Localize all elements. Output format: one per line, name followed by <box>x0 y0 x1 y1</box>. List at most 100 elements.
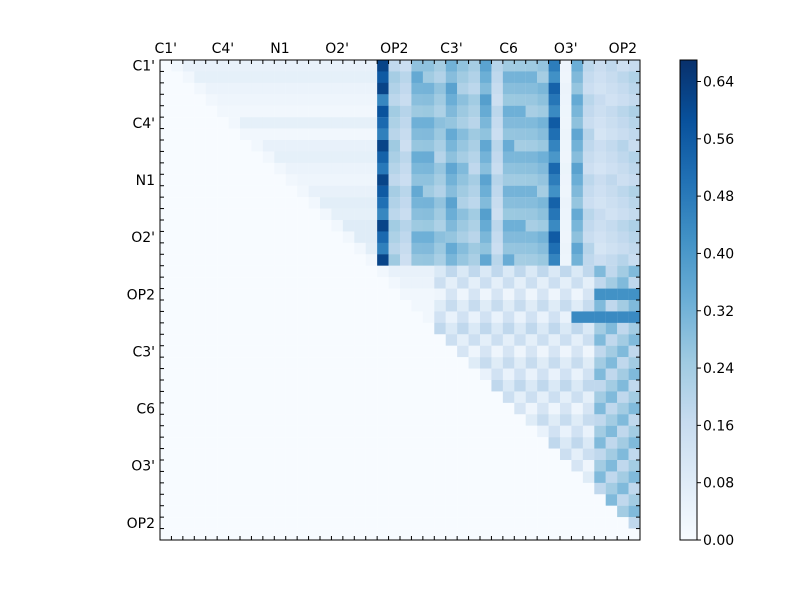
heatmap-cell <box>194 162 206 175</box>
heatmap-cell <box>594 128 606 141</box>
heatmap-cell <box>274 105 286 118</box>
heatmap-cell <box>594 517 606 529</box>
heatmap-cell <box>365 482 378 495</box>
heatmap-cell <box>377 482 389 495</box>
heatmap-cell <box>342 460 355 472</box>
heatmap-cell <box>160 448 172 461</box>
heatmap-cell <box>502 357 515 369</box>
heatmap-cell <box>354 117 366 129</box>
heatmap-cell <box>548 288 561 301</box>
heatmap-cell <box>594 322 606 335</box>
heatmap-cell <box>480 185 492 198</box>
heatmap-cell <box>342 357 355 369</box>
heatmap-cell <box>548 162 561 175</box>
heatmap-cell <box>628 128 641 141</box>
heatmap-cell <box>377 380 389 392</box>
heatmap-cell <box>480 277 492 289</box>
heatmap-cell <box>457 242 469 255</box>
heatmap-cell <box>617 197 629 209</box>
heatmap-cell <box>537 265 549 278</box>
heatmap-cell <box>285 288 298 301</box>
heatmap-cell <box>342 105 355 118</box>
heatmap-cell <box>320 311 332 324</box>
heatmap-cell <box>594 425 606 438</box>
heatmap-cell <box>331 151 344 164</box>
heatmap-cell <box>594 300 606 312</box>
heatmap-cell <box>377 517 389 529</box>
heatmap-cell <box>377 82 389 95</box>
x-tick-label: N1 <box>270 41 289 57</box>
heatmap-cell <box>400 82 412 95</box>
heatmap-cell <box>400 402 412 415</box>
heatmap-cell <box>354 128 366 141</box>
heatmap-cell <box>285 528 298 541</box>
heatmap-cell <box>388 345 401 358</box>
heatmap-cell <box>182 140 195 152</box>
heatmap-cell <box>617 414 629 426</box>
heatmap-cell <box>605 482 618 495</box>
heatmap-cell <box>502 94 515 106</box>
heatmap-cell <box>251 197 264 209</box>
heatmap-cell <box>308 505 321 518</box>
heatmap-cell <box>354 402 366 415</box>
heatmap-cell <box>228 414 241 426</box>
heatmap-cell <box>388 471 401 484</box>
heatmap-cell <box>342 140 355 152</box>
heatmap-cell <box>342 162 355 175</box>
heatmap-cell <box>160 140 172 152</box>
heatmap-cell <box>182 117 195 129</box>
heatmap-cell <box>182 505 195 518</box>
heatmap-cell <box>434 231 446 244</box>
heatmap-cell <box>502 208 515 221</box>
heatmap-cell <box>582 105 595 118</box>
heatmap-cell <box>548 357 561 369</box>
heatmap-cell <box>617 334 629 346</box>
heatmap-cell <box>365 425 378 438</box>
heatmap-cell <box>240 437 252 449</box>
heatmap-cell <box>560 288 572 301</box>
heatmap-cell <box>240 220 252 232</box>
heatmap-cell <box>594 265 606 278</box>
heatmap-cell <box>342 448 355 461</box>
heatmap-cell <box>445 105 458 118</box>
heatmap-cell <box>617 60 629 72</box>
heatmap-cell <box>285 482 298 495</box>
heatmap-cell <box>422 505 435 518</box>
heatmap-cell <box>285 402 298 415</box>
heatmap-cell <box>605 300 618 312</box>
heatmap-cell <box>331 277 344 289</box>
heatmap-cell <box>388 322 401 335</box>
heatmap-cell <box>560 380 572 392</box>
heatmap-cell <box>422 528 435 541</box>
heatmap-cell <box>342 517 355 529</box>
heatmap-cell <box>354 494 366 506</box>
heatmap-cell <box>468 357 481 369</box>
heatmap-cell <box>182 528 195 541</box>
heatmap-cell <box>171 517 184 529</box>
heatmap-cell <box>308 368 321 381</box>
heatmap-cell <box>217 220 229 232</box>
heatmap-cell <box>411 345 424 358</box>
heatmap-cell <box>400 368 412 381</box>
heatmap-cell <box>365 277 378 289</box>
heatmap-cell <box>217 71 229 84</box>
heatmap-cell <box>411 528 424 541</box>
heatmap-cell <box>228 71 241 84</box>
heatmap-cell <box>582 94 595 106</box>
heatmap-cell <box>194 300 206 312</box>
heatmap-cell <box>365 402 378 415</box>
heatmap-cell <box>400 448 412 461</box>
heatmap-cell <box>491 151 504 164</box>
heatmap-cell <box>445 82 458 95</box>
heatmap-cell <box>194 517 206 529</box>
heatmap-cell <box>354 460 366 472</box>
heatmap-cell <box>457 94 469 106</box>
heatmap-cell <box>537 380 549 392</box>
heatmap-cell <box>468 300 481 312</box>
heatmap-cell <box>182 437 195 449</box>
heatmap-cell <box>377 448 389 461</box>
heatmap-cell <box>342 437 355 449</box>
heatmap-cell <box>171 494 184 506</box>
heatmap-cell <box>582 334 595 346</box>
heatmap-cell <box>571 220 584 232</box>
